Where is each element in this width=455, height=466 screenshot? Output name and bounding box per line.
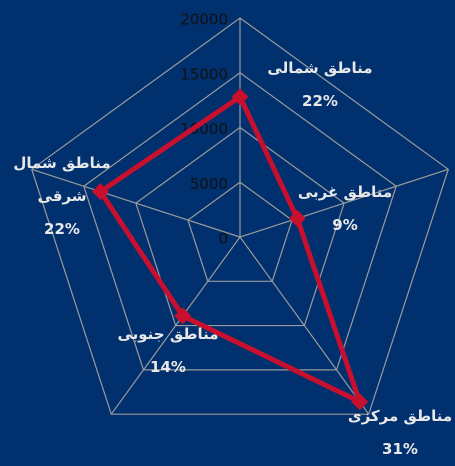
category-label: مناطق شمال شرقی 22% xyxy=(7,147,117,246)
category-name: مناطق شمال شرقی xyxy=(13,154,111,205)
share-label: 22% xyxy=(44,220,80,238)
category-name: مناطق غربی xyxy=(297,183,393,201)
marker xyxy=(351,393,369,411)
grid-ring xyxy=(187,181,293,282)
spoke xyxy=(239,168,449,238)
grid-ring xyxy=(135,126,345,327)
category-label: مناطق شمالی 22% xyxy=(255,52,385,118)
marker xyxy=(91,183,109,201)
share-label: 9% xyxy=(332,216,358,234)
share-label: 14% xyxy=(150,358,186,376)
category-label: مناطق جنوبی 14% xyxy=(103,318,233,384)
grid-ring xyxy=(31,17,449,415)
series-line xyxy=(97,94,363,405)
grid-ring xyxy=(83,72,397,371)
spoke xyxy=(31,168,241,238)
y-tick-label: 10000 xyxy=(180,120,228,138)
y-tick-label: 0 xyxy=(218,230,228,248)
category-label: مناطق مرکزی 31% xyxy=(335,400,455,466)
y-tick-label: 5000 xyxy=(190,175,228,193)
y-tick-label: 15000 xyxy=(180,65,228,83)
marker xyxy=(231,88,249,106)
marker xyxy=(174,307,192,325)
spoke xyxy=(110,236,241,415)
y-tick-label: 20000 xyxy=(180,11,228,29)
marker xyxy=(288,209,306,227)
category-name: مناطق شمالی xyxy=(267,59,373,77)
spoke xyxy=(239,236,370,415)
category-name: مناطق مرکزی xyxy=(347,407,453,425)
category-name: مناطق جنوبی xyxy=(117,325,219,343)
category-label: مناطق غربی 9% xyxy=(280,176,410,242)
share-label: 22% xyxy=(302,92,338,110)
share-label: 31% xyxy=(382,440,418,458)
